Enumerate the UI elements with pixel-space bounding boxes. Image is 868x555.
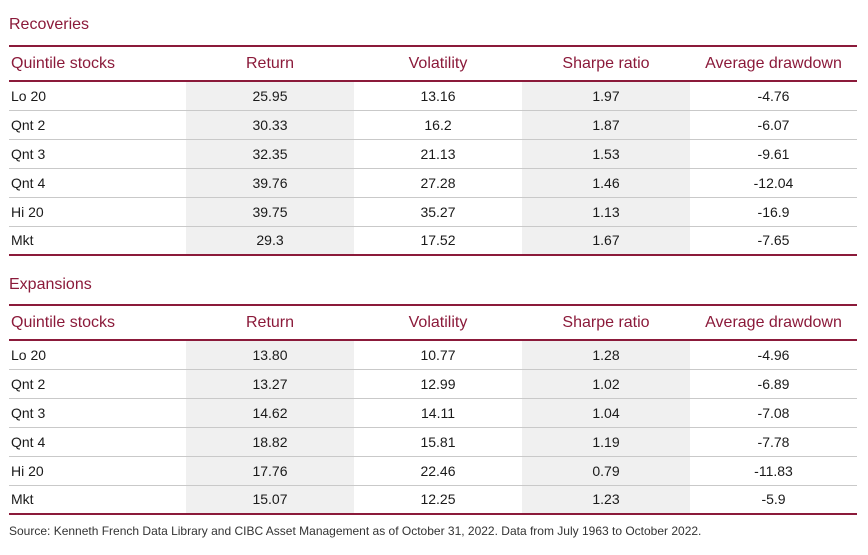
average-drawdown-cell: -4.76 [690,81,857,111]
column-header-quintile: Quintile stocks [9,304,186,341]
row-label: Lo 20 [9,81,186,111]
table-row: Qnt 2 30.33 16.2 1.87 -6.07 [9,110,857,140]
return-cell: 13.27 [186,369,354,399]
row-label: Mkt [9,485,186,515]
volatility-cell: 10.77 [354,340,522,370]
average-drawdown-cell: -16.9 [690,197,857,227]
table-header-row: Quintile stocks Return Volatility Sharpe… [9,45,857,82]
volatility-cell: 15.81 [354,427,522,457]
volatility-cell: 14.11 [354,398,522,428]
column-header-sharpe-ratio: Sharpe ratio [522,304,690,341]
sharpe-ratio-cell: 1.28 [522,340,690,370]
recoveries-title: Recoveries [9,16,90,33]
sharpe-ratio-cell: 1.46 [522,168,690,198]
average-drawdown-cell: -9.61 [690,139,857,169]
sharpe-ratio-cell: 1.23 [522,485,690,515]
table-row: Qnt 4 18.82 15.81 1.19 -7.78 [9,427,857,457]
average-drawdown-cell: -7.65 [690,226,857,256]
return-cell: 13.80 [186,340,354,370]
sharpe-ratio-cell: 1.97 [522,81,690,111]
volatility-cell: 16.2 [354,110,522,140]
expansions-table: Quintile stocks Return Volatility Sharpe… [9,304,857,515]
sharpe-ratio-cell: 1.87 [522,110,690,140]
average-drawdown-cell: -7.08 [690,398,857,428]
table-row: Lo 20 25.95 13.16 1.97 -4.76 [9,81,857,111]
average-drawdown-cell: -4.96 [690,340,857,370]
row-label: Lo 20 [9,340,186,370]
recoveries-table: Quintile stocks Return Volatility Sharpe… [9,45,857,256]
sharpe-ratio-cell: 1.04 [522,398,690,428]
table-row: Qnt 2 13.27 12.99 1.02 -6.89 [9,369,857,399]
column-header-volatility: Volatility [354,45,522,82]
sharpe-ratio-cell: 1.67 [522,226,690,256]
sharpe-ratio-cell: 1.53 [522,139,690,169]
table-row: Qnt 4 39.76 27.28 1.46 -12.04 [9,168,857,198]
return-cell: 18.82 [186,427,354,457]
volatility-cell: 13.16 [354,81,522,111]
table-row: Qnt 3 32.35 21.13 1.53 -9.61 [9,139,857,169]
return-cell: 39.75 [186,197,354,227]
return-cell: 17.76 [186,456,354,486]
table-row: Lo 20 13.80 10.77 1.28 -4.96 [9,340,857,370]
average-drawdown-cell: -5.9 [690,485,857,515]
return-cell: 15.07 [186,485,354,515]
return-cell: 29.3 [186,226,354,256]
row-label: Qnt 3 [9,398,186,428]
average-drawdown-cell: -7.78 [690,427,857,457]
volatility-cell: 35.27 [354,197,522,227]
column-header-quintile: Quintile stocks [9,45,186,82]
table-row: Mkt 15.07 12.25 1.23 -5.9 [9,485,857,515]
table-row: Mkt 29.3 17.52 1.67 -7.65 [9,226,857,256]
expansions-title: Expansions [9,276,92,293]
sharpe-ratio-cell: 1.02 [522,369,690,399]
return-cell: 14.62 [186,398,354,428]
row-label: Qnt 3 [9,139,186,169]
column-header-volatility: Volatility [354,304,522,341]
sharpe-ratio-cell: 1.13 [522,197,690,227]
table-row: Hi 20 17.76 22.46 0.79 -11.83 [9,456,857,486]
volatility-cell: 21.13 [354,139,522,169]
volatility-cell: 27.28 [354,168,522,198]
row-label: Hi 20 [9,197,186,227]
average-drawdown-cell: -6.89 [690,369,857,399]
average-drawdown-cell: -6.07 [690,110,857,140]
table-row: Qnt 3 14.62 14.11 1.04 -7.08 [9,398,857,428]
volatility-cell: 22.46 [354,456,522,486]
source-note: Source: Kenneth French Data Library and … [9,524,702,538]
row-label: Qnt 2 [9,369,186,399]
row-label: Mkt [9,226,186,256]
column-header-return: Return [186,45,354,82]
column-header-average-drawdown: Average drawdown [690,45,857,82]
row-label: Qnt 4 [9,168,186,198]
row-label: Qnt 4 [9,427,186,457]
table-row: Hi 20 39.75 35.27 1.13 -16.9 [9,197,857,227]
return-cell: 32.35 [186,139,354,169]
volatility-cell: 17.52 [354,226,522,256]
row-label: Hi 20 [9,456,186,486]
average-drawdown-cell: -12.04 [690,168,857,198]
volatility-cell: 12.99 [354,369,522,399]
column-header-average-drawdown: Average drawdown [690,304,857,341]
row-label: Qnt 2 [9,110,186,140]
table-header-row: Quintile stocks Return Volatility Sharpe… [9,304,857,341]
volatility-cell: 12.25 [354,485,522,515]
return-cell: 30.33 [186,110,354,140]
return-cell: 39.76 [186,168,354,198]
sharpe-ratio-cell: 0.79 [522,456,690,486]
return-cell: 25.95 [186,81,354,111]
column-header-return: Return [186,304,354,341]
sharpe-ratio-cell: 1.19 [522,427,690,457]
average-drawdown-cell: -11.83 [690,456,857,486]
column-header-sharpe-ratio: Sharpe ratio [522,45,690,82]
